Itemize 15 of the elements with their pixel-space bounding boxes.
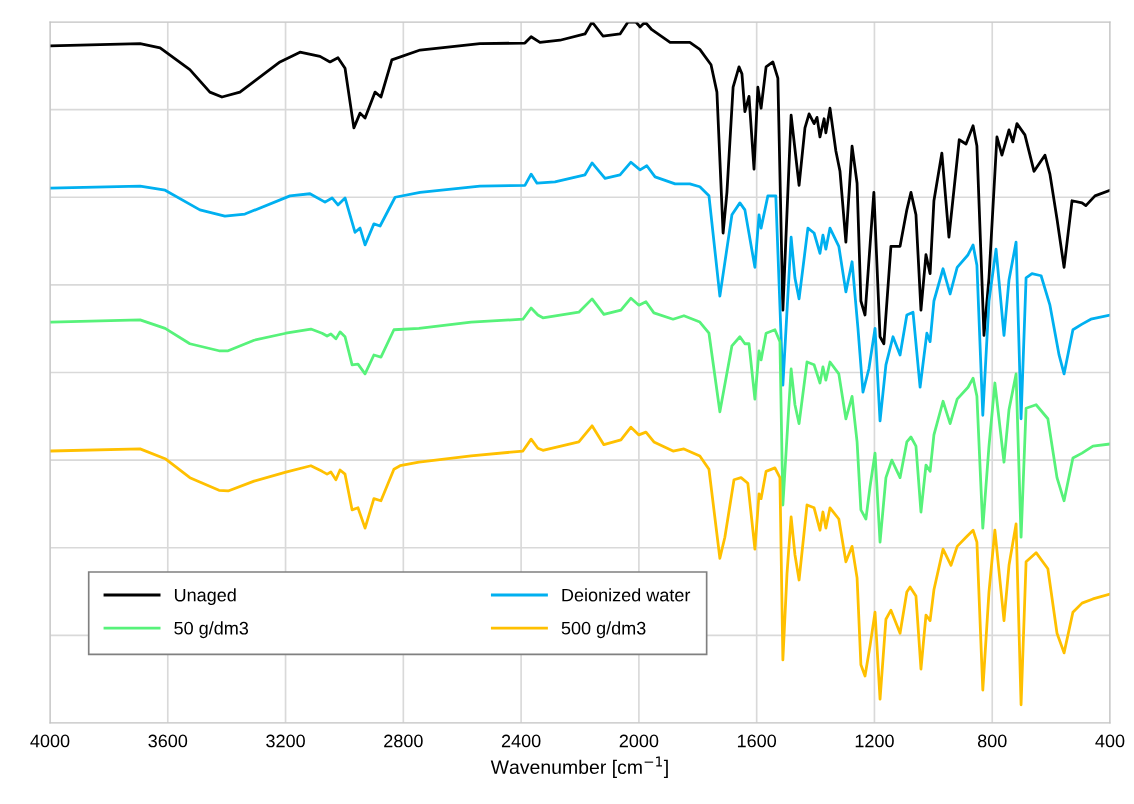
x-tick-label: 1200 xyxy=(855,734,894,748)
x-tick-label: 4000 xyxy=(30,734,70,748)
x-tick-label: 800 xyxy=(977,734,1007,748)
legend-label: Deionized water xyxy=(562,588,691,602)
legend-label: 500 g/dm3 xyxy=(561,621,646,639)
legend-label: Unaged xyxy=(174,588,236,606)
x-tick-label: 2400 xyxy=(501,734,541,748)
x-tick-label: 3200 xyxy=(266,734,305,748)
x-tick-label: 2000 xyxy=(619,734,659,748)
x-tick-label: 3600 xyxy=(148,734,188,748)
x-tick-label: 1600 xyxy=(737,734,777,748)
x-axis-title: Wavenumber [cm$^{−1}$] xyxy=(490,756,668,778)
x-tick-label: 400 xyxy=(1095,734,1125,748)
legend-label: 50 g/dm3 xyxy=(174,621,249,639)
x-tick-label: 2800 xyxy=(384,734,423,748)
